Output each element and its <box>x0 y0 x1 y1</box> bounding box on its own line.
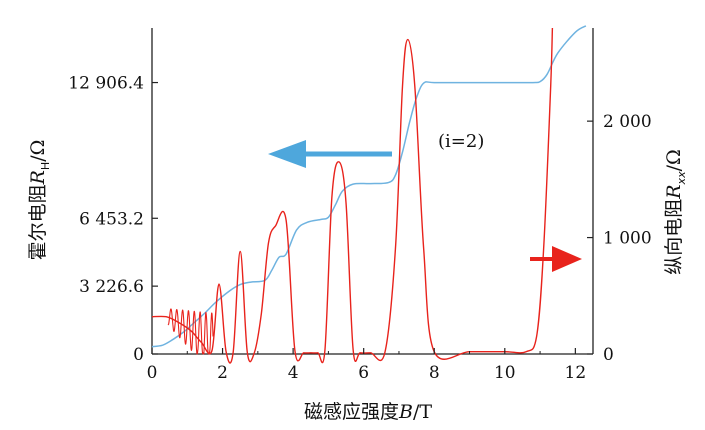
hall-series-line <box>151 25 587 348</box>
left-y-tick-label: 3 226.6 <box>79 277 144 297</box>
x-tick-label: 0 <box>147 363 158 383</box>
series-layer <box>151 25 587 364</box>
x-axis-title-var: B <box>398 401 413 423</box>
filling-factor-annotation: (i=2) <box>438 131 484 152</box>
rxx-oscillation-line <box>167 308 214 355</box>
left-axis-arrow-icon <box>268 140 392 168</box>
right-y-tick-label: 2 000 <box>603 112 652 132</box>
right-axis-title-unit: /Ω <box>663 149 685 171</box>
right-y-tick-label: 1 000 <box>603 229 652 249</box>
x-axis-title-unit: /T <box>413 401 432 423</box>
x-axis-title: 磁感应强度B/T <box>304 401 432 423</box>
right-axis-title-sub: xx <box>675 171 688 186</box>
right-axis-arrow-icon <box>530 246 582 272</box>
x-tick-label: 4 <box>288 363 299 383</box>
left-axis-title-main: 霍尔电阻 <box>27 184 49 260</box>
x-tick-label: 6 <box>358 363 369 383</box>
right-axis-title: 纵向电阻Rxx/Ω <box>663 149 688 275</box>
axes <box>151 28 594 355</box>
x-axis-title-main: 磁感应强度 <box>304 401 399 423</box>
left-axis-title-sub: H <box>39 162 52 170</box>
ticks-layer: 0 2 4 6 8 10 12 0 3 226.6 6 453.2 12 906.4 0 1 000 2 … <box>68 74 651 383</box>
left-y-tick-label: 0 <box>133 345 144 365</box>
left-y-tick-label: 6 453.2 <box>79 209 144 229</box>
x-tick-label: 10 <box>494 363 516 383</box>
x-tick-label: 12 <box>565 363 587 383</box>
left-axis-title: 霍尔电阻RH/Ω <box>27 140 52 261</box>
left-y-tick-label: 12 906.4 <box>68 74 144 94</box>
left-axis-title-unit: /Ω <box>27 140 49 162</box>
right-y-tick-label: 0 <box>603 345 614 365</box>
x-tick-label: 8 <box>429 363 440 383</box>
left-axis-title-var: R <box>27 170 49 185</box>
right-axis-title-var: R <box>663 184 685 199</box>
rxx-series-line <box>151 27 554 364</box>
right-axis-title-main: 纵向电阻 <box>663 199 685 275</box>
x-tick-label: 2 <box>217 363 228 383</box>
